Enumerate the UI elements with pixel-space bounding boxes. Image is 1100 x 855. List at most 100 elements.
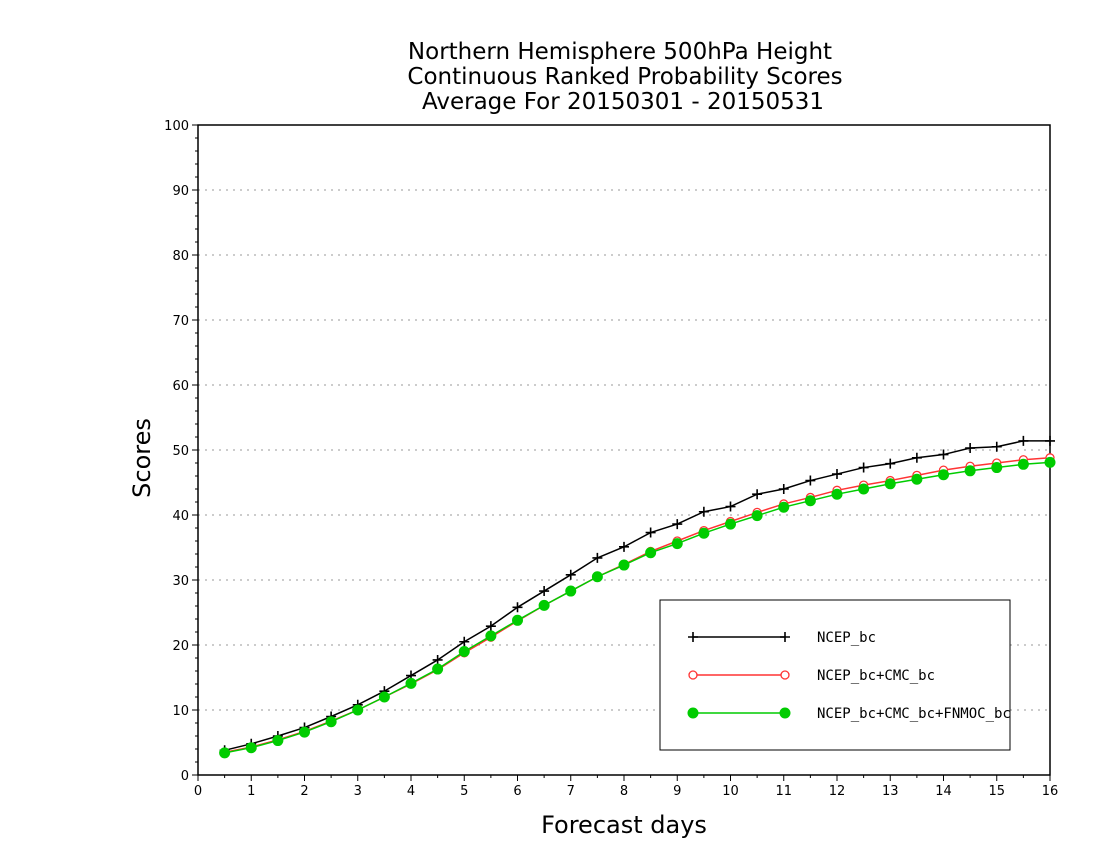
y-tick-label: 90 xyxy=(172,184,189,199)
data-point xyxy=(512,614,523,626)
data-point xyxy=(1018,435,1029,446)
x-axis-label: Forecast days xyxy=(541,811,707,839)
x-tick-label: 16 xyxy=(1042,784,1059,799)
data-point xyxy=(299,726,310,738)
legend-label: NCEP_bc+CMC_bc xyxy=(817,668,935,684)
data-point xyxy=(884,478,896,490)
legend-label: NCEP_bc xyxy=(817,630,876,646)
data-point xyxy=(219,747,231,759)
series-3 xyxy=(219,456,1056,759)
y-tick-label: 10 xyxy=(172,704,189,719)
data-point xyxy=(752,489,763,500)
x-tick-label: 0 xyxy=(194,784,202,799)
data-point xyxy=(565,569,576,580)
chart-title: Northern Hemisphere 500hPa Height Contin… xyxy=(407,39,842,115)
legend-marker xyxy=(779,707,791,719)
x-tick-label: 5 xyxy=(460,784,468,799)
data-point xyxy=(725,518,736,530)
data-point xyxy=(965,443,976,454)
x-tick-label: 8 xyxy=(620,784,628,799)
x-tick-label: 15 xyxy=(988,784,1005,799)
data-point xyxy=(432,654,443,665)
data-point xyxy=(911,452,922,463)
data-point xyxy=(538,599,550,611)
data-point xyxy=(272,735,284,747)
title-line-2: Continuous Ranked Probability Scores xyxy=(407,64,842,90)
title-line-1: Northern Hemisphere 500hPa Height xyxy=(408,39,832,65)
data-point xyxy=(378,691,390,703)
x-tick-label: 14 xyxy=(935,784,952,799)
y-tick-label: 40 xyxy=(172,509,189,524)
data-point xyxy=(911,473,923,485)
data-point xyxy=(698,527,710,539)
data-point xyxy=(938,469,949,481)
legend-label: NCEP_bc+CMC_bc+FNMOC_bc xyxy=(817,706,1011,722)
data-point xyxy=(512,602,523,613)
data-point xyxy=(778,484,789,494)
grid xyxy=(198,189,1050,711)
y-tick-label: 50 xyxy=(172,444,189,459)
data-point xyxy=(1044,456,1056,468)
data-point xyxy=(858,462,869,473)
data-point xyxy=(885,458,896,469)
data-point xyxy=(671,538,683,550)
series-layer xyxy=(219,435,1056,759)
y-tick-label: 100 xyxy=(164,119,189,134)
data-point xyxy=(459,636,470,647)
data-point xyxy=(325,716,337,728)
data-point xyxy=(352,704,364,716)
data-point xyxy=(619,541,629,552)
data-point xyxy=(858,483,870,495)
data-point xyxy=(245,742,257,754)
data-point xyxy=(645,527,656,538)
x-tick-label: 13 xyxy=(882,784,899,799)
data-point xyxy=(592,552,603,563)
x-tick-label: 4 xyxy=(407,784,415,799)
legend-marker xyxy=(688,632,698,642)
data-point xyxy=(751,510,763,522)
data-point xyxy=(991,462,1003,474)
legend-marker xyxy=(780,632,790,642)
legend-item: NCEP_bc+CMC_bc xyxy=(688,668,935,684)
x-tick-label: 3 xyxy=(354,784,362,799)
data-point xyxy=(805,475,816,486)
data-point xyxy=(432,663,444,675)
x-tick-label: 11 xyxy=(775,784,792,799)
x-tick-label: 2 xyxy=(300,784,308,799)
x-tick-label: 1 xyxy=(247,784,255,799)
y-tick-label: 60 xyxy=(172,379,189,394)
y-tick-label: 70 xyxy=(172,314,189,329)
data-point xyxy=(938,449,949,460)
data-point xyxy=(565,585,577,597)
legend: NCEP_bc NCEP_bc+CMC_bc NCEP_bc+CMC_bc+FNMO… xyxy=(659,599,1011,751)
legend-marker xyxy=(780,670,790,680)
title-line-3: Average For 20150301 - 20150531 xyxy=(422,89,824,115)
legend-item: NCEP_bc xyxy=(688,630,876,646)
legend-marker xyxy=(687,707,699,719)
data-point xyxy=(991,441,1002,452)
x-tick-label: 12 xyxy=(829,784,846,799)
data-point xyxy=(485,630,497,642)
legend-marker xyxy=(688,670,698,680)
data-point xyxy=(778,501,790,513)
data-point xyxy=(698,506,709,517)
data-point xyxy=(725,501,736,512)
data-point xyxy=(485,621,496,632)
data-point xyxy=(458,646,470,657)
x-tick-label: 9 xyxy=(673,784,681,799)
data-point xyxy=(539,586,550,597)
data-point xyxy=(964,465,976,477)
x-tick-label: 10 xyxy=(722,784,739,799)
y-axis-label: Scores xyxy=(128,418,156,498)
data-point xyxy=(804,495,816,507)
series-line xyxy=(224,440,1050,752)
data-point xyxy=(672,519,683,530)
data-point xyxy=(618,559,630,571)
y-tick-label: 80 xyxy=(172,249,189,264)
data-point xyxy=(1017,458,1029,470)
data-point xyxy=(1045,435,1055,446)
data-point xyxy=(405,677,417,689)
data-point xyxy=(591,571,603,583)
